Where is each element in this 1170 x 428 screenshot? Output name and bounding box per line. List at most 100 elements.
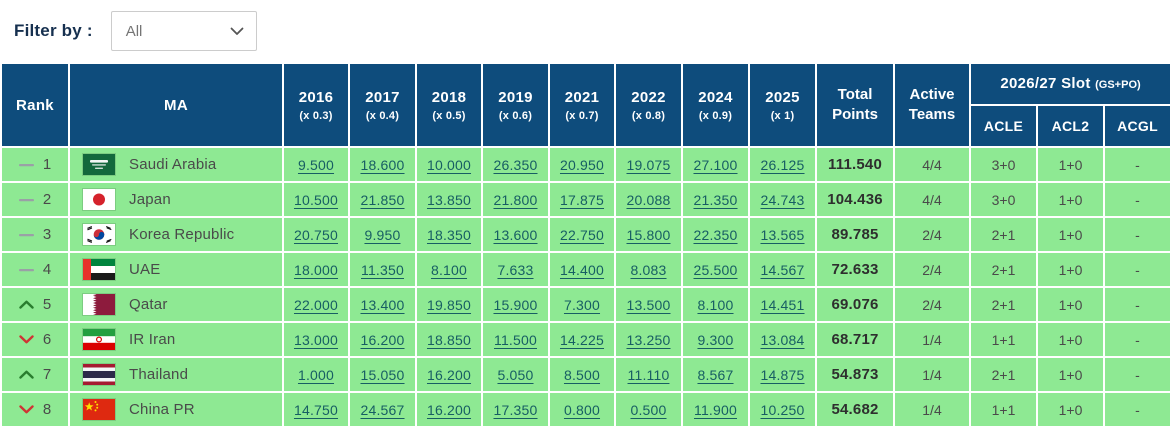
score-link[interactable]: 10.000 <box>426 156 472 173</box>
score-link[interactable]: 14.875 <box>760 366 805 383</box>
score-link[interactable]: 10.500 <box>293 191 339 208</box>
score-link[interactable]: 7.633 <box>497 261 534 278</box>
total-points-value: 111.540 <box>815 146 895 183</box>
score-link[interactable]: 8.100 <box>697 296 734 313</box>
score-link[interactable]: 0.500 <box>630 401 667 418</box>
total-points-value: 89.785 <box>815 216 895 253</box>
active-teams-value: 1/4 <box>893 356 971 393</box>
score-link[interactable]: 20.950 <box>559 156 605 173</box>
score-link[interactable]: 16.200 <box>360 331 405 348</box>
total-points-value: 69.076 <box>815 286 895 323</box>
score-link[interactable]: 10.250 <box>760 401 805 418</box>
score-link[interactable]: 14.400 <box>559 261 605 278</box>
score-link[interactable]: 24.567 <box>360 401 405 418</box>
score-link[interactable]: 13.084 <box>760 331 805 348</box>
col-header-2021: 2021 (x 0.7) <box>548 62 616 148</box>
score-link[interactable]: 13.250 <box>626 331 671 348</box>
score-link[interactable]: 13.500 <box>626 296 671 313</box>
score-link[interactable]: 13.850 <box>426 191 472 208</box>
score-link[interactable]: 9.950 <box>364 226 401 243</box>
score-link[interactable]: 13.400 <box>360 296 405 313</box>
flag-qatar-icon <box>83 294 115 315</box>
table-row: 4 UAE 18.000 11.350 8.100 7.633 14.400 8… <box>0 251 1170 288</box>
score-link[interactable]: 1.000 <box>297 366 335 383</box>
total-points-value: 104.436 <box>815 181 895 218</box>
score-link[interactable]: 11.110 <box>627 366 670 383</box>
score-link[interactable]: 19.075 <box>626 156 671 173</box>
score-link[interactable]: 5.050 <box>497 366 534 383</box>
country-name: IR Iran <box>129 331 176 348</box>
score-link[interactable]: 9.300 <box>697 331 734 348</box>
score-link[interactable]: 27.100 <box>693 156 738 173</box>
score-link[interactable]: 22.350 <box>693 226 738 243</box>
score-link[interactable]: 16.200 <box>426 366 472 383</box>
score-link[interactable]: 15.050 <box>360 366 405 383</box>
col-header-acgl: ACGL <box>1102 104 1170 148</box>
acgl-slot-value: - <box>1102 321 1170 358</box>
rank-up-icon <box>19 370 34 379</box>
active-teams-value: 1/4 <box>893 321 971 358</box>
score-link[interactable]: 18.350 <box>426 226 472 243</box>
score-link[interactable]: 9.500 <box>297 156 335 173</box>
score-link[interactable]: 15.800 <box>626 226 671 243</box>
score-link[interactable]: 18.600 <box>360 156 405 173</box>
score-link[interactable]: 21.850 <box>360 191 405 208</box>
score-link[interactable]: 21.350 <box>693 191 738 208</box>
score-link[interactable]: 8.500 <box>563 366 601 383</box>
filter-dropdown[interactable]: All <box>110 11 257 51</box>
flag-thailand-icon <box>83 364 115 385</box>
score-link[interactable]: 21.800 <box>493 191 538 208</box>
score-link[interactable]: 11.500 <box>494 331 537 348</box>
score-link[interactable]: 8.083 <box>630 261 667 278</box>
score-link[interactable]: 13.000 <box>293 331 339 348</box>
score-link[interactable]: 14.451 <box>760 296 805 313</box>
score-link[interactable]: 17.875 <box>559 191 605 208</box>
score-link[interactable]: 14.750 <box>293 401 339 418</box>
country-name: UAE <box>129 261 161 278</box>
score-link[interactable]: 20.088 <box>626 191 671 208</box>
acl2-slot-value: 1+0 <box>1036 321 1105 358</box>
active-teams-value: 4/4 <box>893 181 971 218</box>
acgl-slot-value: - <box>1102 146 1170 183</box>
acle-slot-value: 1+1 <box>969 321 1038 358</box>
score-link[interactable]: 26.350 <box>493 156 538 173</box>
flag-japan-icon <box>83 189 115 210</box>
score-link[interactable]: 17.350 <box>493 401 538 418</box>
flag-korea-republic-icon <box>83 224 115 245</box>
score-link[interactable]: 22.750 <box>559 226 605 243</box>
score-link[interactable]: 13.600 <box>493 226 538 243</box>
rank-same-icon <box>18 198 34 202</box>
flag-ir-iran-icon <box>83 329 115 350</box>
score-link[interactable]: 8.567 <box>697 366 734 383</box>
score-link[interactable]: 11.350 <box>361 261 404 278</box>
score-link[interactable]: 13.565 <box>760 226 805 243</box>
col-header-2024: 2024 (x 0.9) <box>681 62 750 148</box>
rank-down-icon <box>19 335 34 344</box>
table-row: 7 Thailand 1.000 15.050 16.200 5.050 8.5… <box>0 356 1170 393</box>
chevron-down-icon <box>230 27 244 36</box>
score-link[interactable]: 20.750 <box>293 226 339 243</box>
acgl-slot-value: - <box>1102 251 1170 288</box>
table-row: 2 Japan 10.500 21.850 13.850 21.800 17.8… <box>0 181 1170 218</box>
score-link[interactable]: 18.850 <box>426 331 472 348</box>
col-header-slot-group: 2026/27 Slot (GS+PO) <box>968 62 1170 106</box>
country-name: Saudi Arabia <box>129 156 217 173</box>
score-link[interactable]: 14.225 <box>559 331 605 348</box>
acle-slot-value: 2+1 <box>969 286 1038 323</box>
score-link[interactable]: 24.743 <box>760 191 805 208</box>
score-link[interactable]: 7.300 <box>563 296 601 313</box>
acl2-slot-value: 1+0 <box>1036 251 1105 288</box>
score-link[interactable]: 18.000 <box>293 261 339 278</box>
score-link[interactable]: 11.900 <box>694 401 737 418</box>
score-link[interactable]: 25.500 <box>693 261 738 278</box>
col-header-2022: 2022 (x 0.8) <box>614 62 683 148</box>
score-link[interactable]: 16.200 <box>426 401 472 418</box>
score-link[interactable]: 22.000 <box>293 296 339 313</box>
active-teams-value: 2/4 <box>893 251 971 288</box>
score-link[interactable]: 26.125 <box>760 156 805 173</box>
score-link[interactable]: 14.567 <box>760 261 805 278</box>
score-link[interactable]: 0.800 <box>563 401 601 418</box>
score-link[interactable]: 8.100 <box>430 261 468 278</box>
score-link[interactable]: 15.900 <box>493 296 538 313</box>
score-link[interactable]: 19.850 <box>426 296 472 313</box>
